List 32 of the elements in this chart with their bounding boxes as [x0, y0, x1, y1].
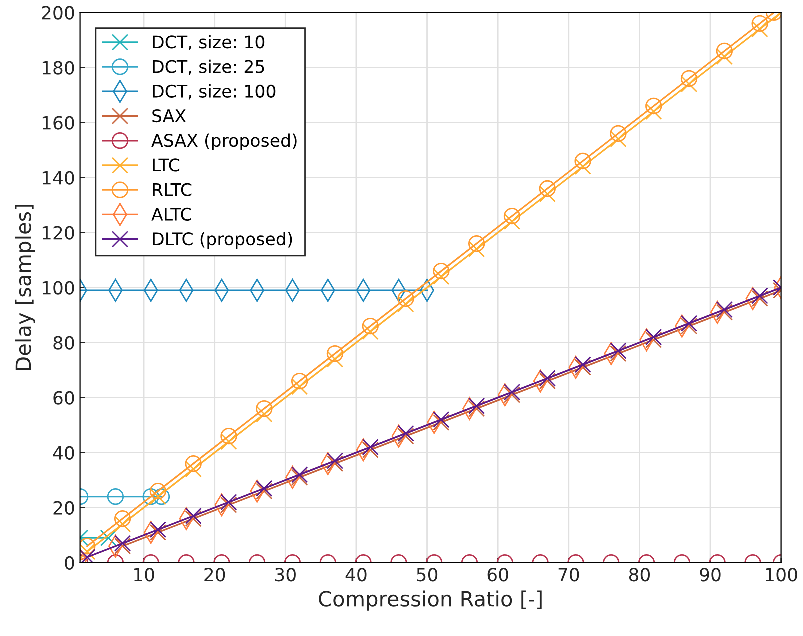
- x-tick-label: 100: [766, 568, 798, 582]
- y-tick-label: 140: [42, 171, 74, 185]
- x-axis-title: Compression Ratio [-]: [319, 590, 542, 611]
- legend-label: DCT, size: 10: [153, 35, 265, 50]
- x-tick-label: 40: [346, 568, 367, 582]
- legend-label: ASAX (proposed): [152, 134, 297, 151]
- legend-label: DLTC (proposed): [153, 232, 292, 250]
- y-tick-label: 100: [42, 281, 74, 295]
- y-tick-label: 20: [54, 501, 74, 515]
- x-tick-label: 20: [204, 568, 226, 582]
- y-tick-label: 200: [42, 6, 74, 20]
- legend-label: SAX: [152, 109, 186, 123]
- y-tick-label: 180: [42, 61, 74, 75]
- x-tick-label: 90: [700, 568, 721, 582]
- y-tick-label: 60: [54, 391, 74, 405]
- y-tick-label: 120: [42, 226, 74, 240]
- legend-label: DCT, size: 25: [153, 60, 264, 76]
- x-tick-label: 60: [488, 568, 508, 582]
- x-tick-label: 50: [417, 568, 438, 582]
- x-tick-label: 70: [558, 568, 580, 582]
- y-tick-label: 40: [53, 446, 74, 460]
- legend-label: LTC: [153, 158, 180, 172]
- x-tick-label: 80: [629, 568, 650, 582]
- y-tick-label: 80: [54, 336, 74, 350]
- legend-label: ALTC: [152, 208, 192, 222]
- y-tick-label: 160: [42, 116, 74, 130]
- y-tick-label: 0: [65, 556, 74, 570]
- legend-label: RLTC: [153, 183, 192, 196]
- x-tick-label: 30: [276, 568, 296, 582]
- x-tick-label: 10: [134, 568, 154, 582]
- legend-label: DCT, size: 100: [153, 84, 276, 100]
- y-axis-title: Delay [samples]: [15, 204, 36, 370]
